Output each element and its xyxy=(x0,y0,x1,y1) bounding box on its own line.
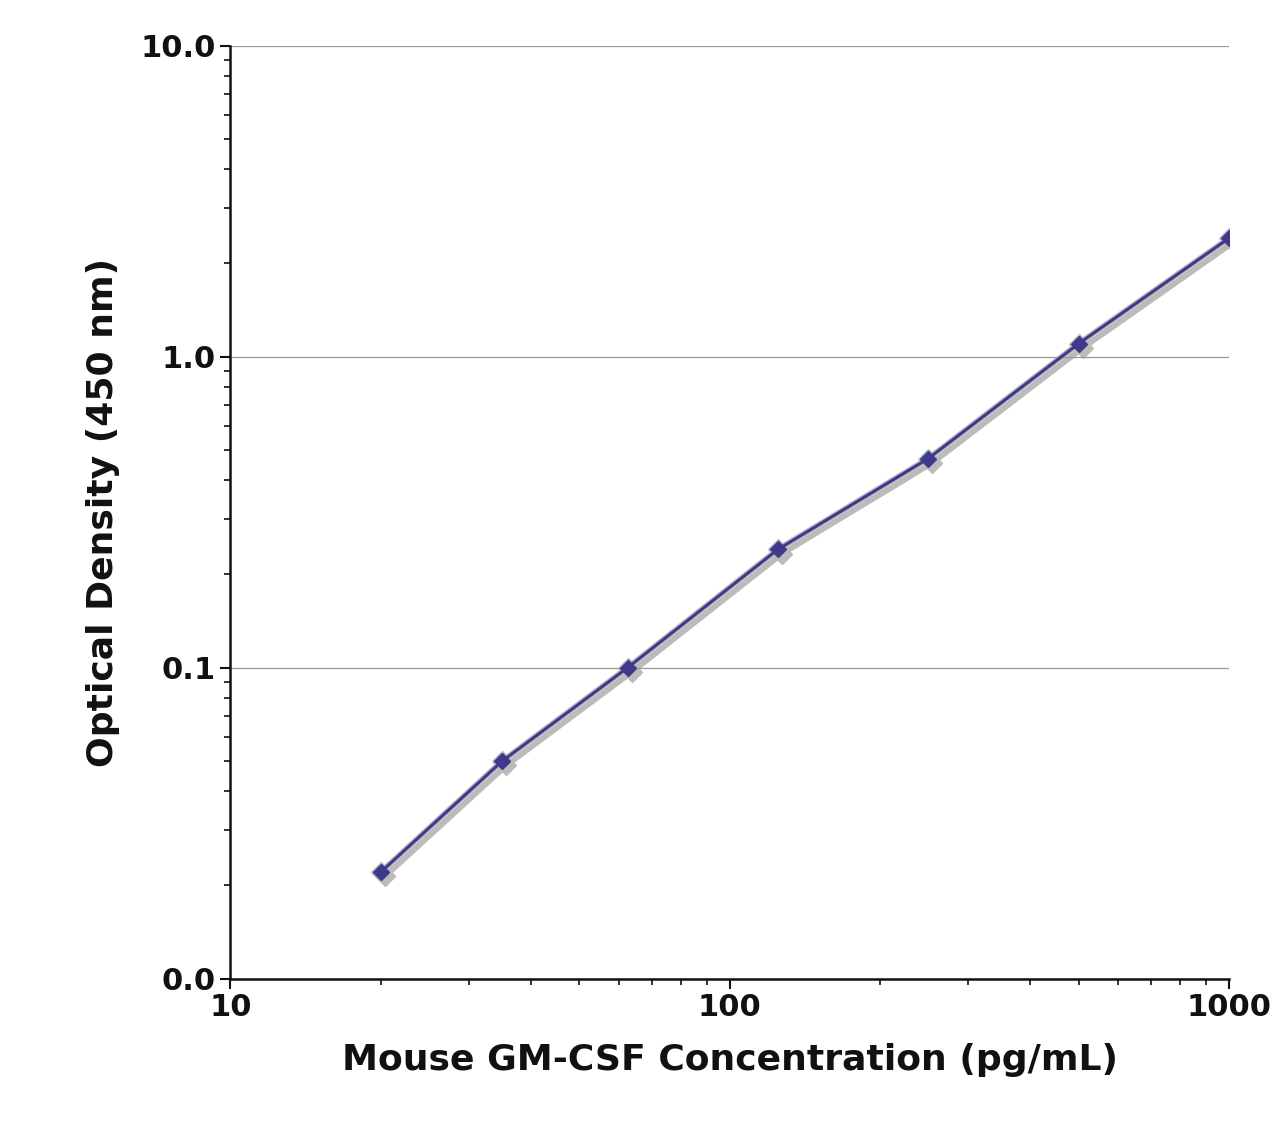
Y-axis label: Optical Density (450 nm): Optical Density (450 nm) xyxy=(86,257,119,767)
X-axis label: Mouse GM-CSF Concentration (pg/mL): Mouse GM-CSF Concentration (pg/mL) xyxy=(342,1044,1117,1077)
